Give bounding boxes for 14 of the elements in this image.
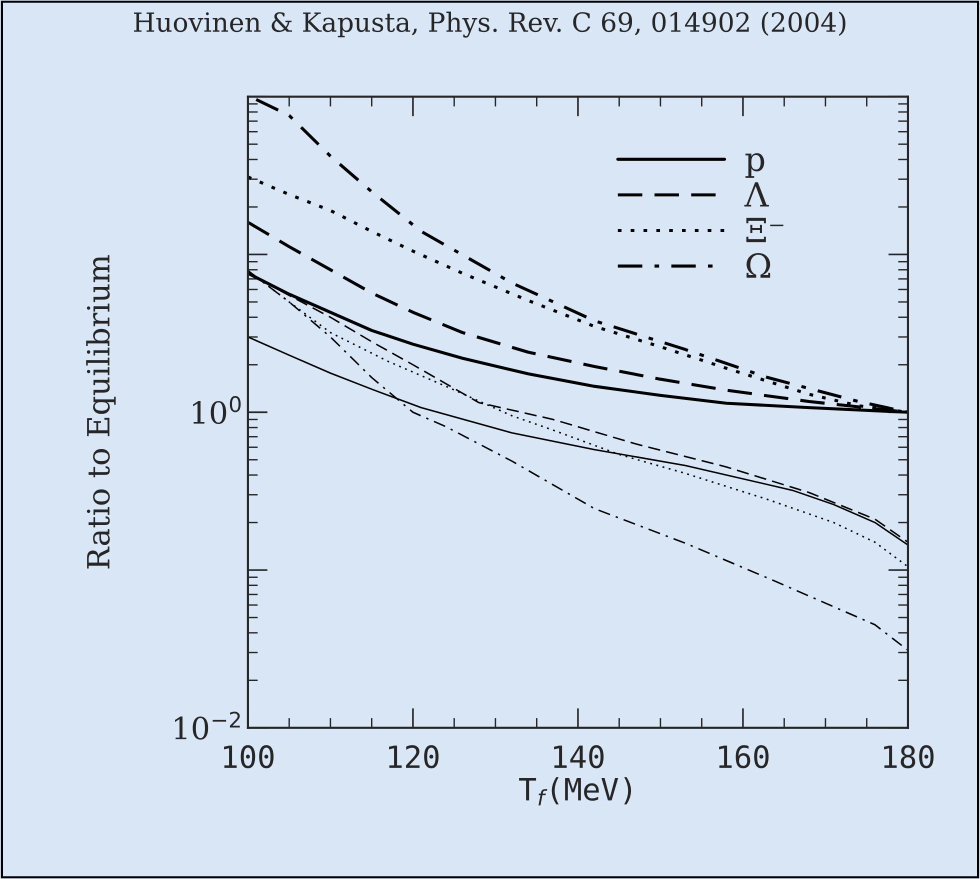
x-tick-label: 180	[884, 745, 934, 768]
x-tick-label: 160	[719, 745, 769, 768]
legend-label: p	[745, 153, 764, 178]
x-axis-title: T$_{f}$(MeV)	[519, 777, 632, 806]
y-tick-label: 10$^{0}$	[193, 396, 241, 424]
y-tick-label: 10$^{−2}$	[175, 712, 240, 740]
x-tick-label: 140	[554, 745, 604, 768]
chart-title: Huovinen & Kapusta, Phys. Rev. C 69, 014902 (2004)	[134, 12, 846, 38]
legend-label: Λ	[744, 182, 769, 207]
x-tick-label: 120	[389, 745, 439, 768]
legend-label: Ω	[746, 252, 770, 278]
x-tick-label: 100	[224, 745, 274, 768]
y-axis-title: Ratio to Equilibrium	[86, 255, 116, 569]
legend-label: Ξ⁻	[746, 218, 784, 242]
